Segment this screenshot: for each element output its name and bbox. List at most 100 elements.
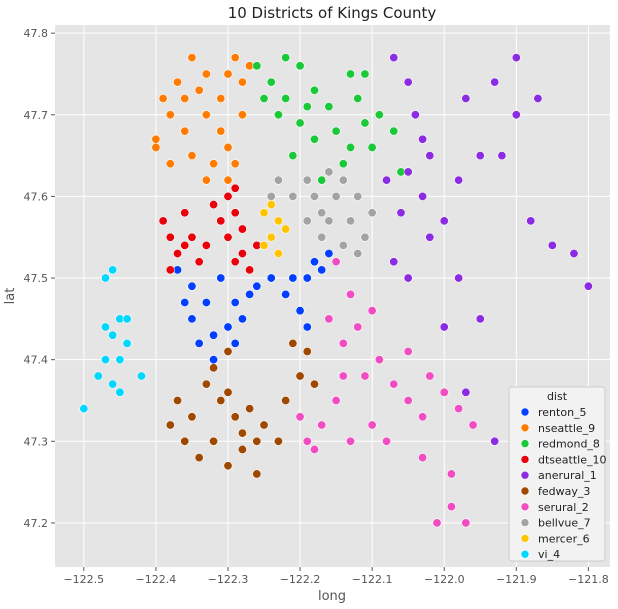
x-tick-label: −122.0 <box>424 573 465 586</box>
data-point <box>346 289 356 299</box>
series-serural_2 <box>295 257 478 528</box>
data-point <box>374 110 384 120</box>
legend-marker <box>520 455 530 464</box>
data-point <box>237 428 247 438</box>
data-point <box>425 371 435 381</box>
legend-label: mercer_6 <box>538 532 590 545</box>
data-point <box>302 436 312 446</box>
data-point <box>511 110 521 120</box>
data-point <box>346 142 356 152</box>
data-point <box>317 265 327 275</box>
data-point <box>100 273 110 283</box>
data-point <box>475 151 485 161</box>
data-point <box>346 436 356 446</box>
data-point <box>302 102 312 112</box>
data-point <box>454 404 464 414</box>
data-point <box>317 175 327 185</box>
series-nseattle_9 <box>151 53 255 185</box>
data-point <box>230 298 240 308</box>
data-point <box>281 93 291 103</box>
data-point <box>216 273 226 283</box>
data-point <box>223 461 233 471</box>
data-point <box>418 453 428 463</box>
data-point <box>151 134 161 144</box>
data-point <box>180 436 190 446</box>
data-point <box>194 85 204 95</box>
y-axis-ticks: 47.2 47.3 47.4 47.5 47.6 47.7 47.8 <box>24 27 55 530</box>
legend-marker <box>520 534 530 543</box>
data-point <box>439 322 449 332</box>
data-point <box>367 208 377 218</box>
x-tick-label: −122.4 <box>136 573 177 586</box>
data-point <box>173 77 183 87</box>
data-point <box>237 110 247 120</box>
data-point <box>295 61 305 71</box>
chart-title: 10 Districts of Kings County <box>228 4 437 22</box>
data-point <box>338 338 348 348</box>
data-point <box>461 93 471 103</box>
data-point <box>475 314 485 324</box>
data-point <box>389 379 399 389</box>
data-point <box>324 249 334 259</box>
y-tick-label: 47.4 <box>24 354 49 367</box>
data-points <box>79 53 593 528</box>
data-point <box>281 289 291 299</box>
data-point <box>93 371 103 381</box>
data-point <box>201 175 211 185</box>
legend-label: fedway_3 <box>538 485 590 498</box>
data-point <box>230 53 240 63</box>
data-point <box>374 355 384 365</box>
y-axis-label: lat <box>3 288 18 305</box>
series-renton_5 <box>173 249 334 365</box>
data-point <box>108 330 118 340</box>
data-point <box>223 387 233 397</box>
legend-marker <box>520 423 530 433</box>
data-point <box>187 314 197 324</box>
legend-marker <box>520 470 530 480</box>
data-point <box>245 289 255 299</box>
data-point <box>446 469 456 479</box>
x-tick-label: −122.1 <box>352 573 393 586</box>
data-point <box>216 395 226 405</box>
legend-marker <box>520 439 530 448</box>
data-point <box>425 151 435 161</box>
data-point <box>245 265 255 275</box>
data-point <box>346 69 356 79</box>
data-point <box>252 61 262 71</box>
series-anerural_1 <box>382 53 593 446</box>
data-point <box>418 134 428 144</box>
data-point <box>194 257 204 267</box>
data-point <box>223 232 233 242</box>
data-point <box>324 102 334 112</box>
y-tick-label: 47.5 <box>24 272 49 285</box>
data-point <box>302 216 312 226</box>
data-point <box>165 420 175 430</box>
data-point <box>180 298 190 308</box>
series-dtseattle_10 <box>158 183 262 275</box>
data-point <box>309 257 319 267</box>
legend-label: anerural_1 <box>538 469 597 482</box>
data-point <box>360 371 370 381</box>
data-point <box>389 257 399 267</box>
data-point <box>353 93 363 103</box>
data-point <box>295 371 305 381</box>
data-point <box>396 208 406 218</box>
data-point <box>468 420 478 430</box>
legend-label: redmond_8 <box>538 438 600 451</box>
data-point <box>288 151 298 161</box>
data-point <box>100 355 110 365</box>
data-point <box>288 338 298 348</box>
data-point <box>252 469 262 479</box>
data-point <box>353 322 363 332</box>
data-point <box>353 249 363 259</box>
data-point <box>187 281 197 291</box>
data-point <box>252 436 262 446</box>
data-point <box>173 395 183 405</box>
data-point <box>288 191 298 201</box>
data-point <box>209 330 219 340</box>
data-point <box>237 249 247 259</box>
data-point <box>403 77 413 87</box>
legend-label: bellvue_7 <box>538 517 591 530</box>
data-point <box>403 395 413 405</box>
legend-title: dist <box>547 390 568 403</box>
